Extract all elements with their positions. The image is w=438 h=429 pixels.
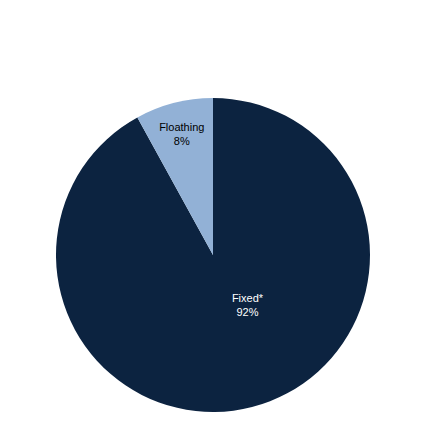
data-label-name: Fixed* — [232, 292, 264, 304]
pie-slice — [137, 98, 213, 255]
chart: Fixed* 92% Floathing 8% — [0, 0, 438, 429]
data-label-value: 8% — [174, 135, 190, 147]
pie-slice — [56, 98, 370, 412]
data-label-name: Floathing — [159, 121, 204, 133]
data-label-value: 92% — [236, 306, 258, 318]
